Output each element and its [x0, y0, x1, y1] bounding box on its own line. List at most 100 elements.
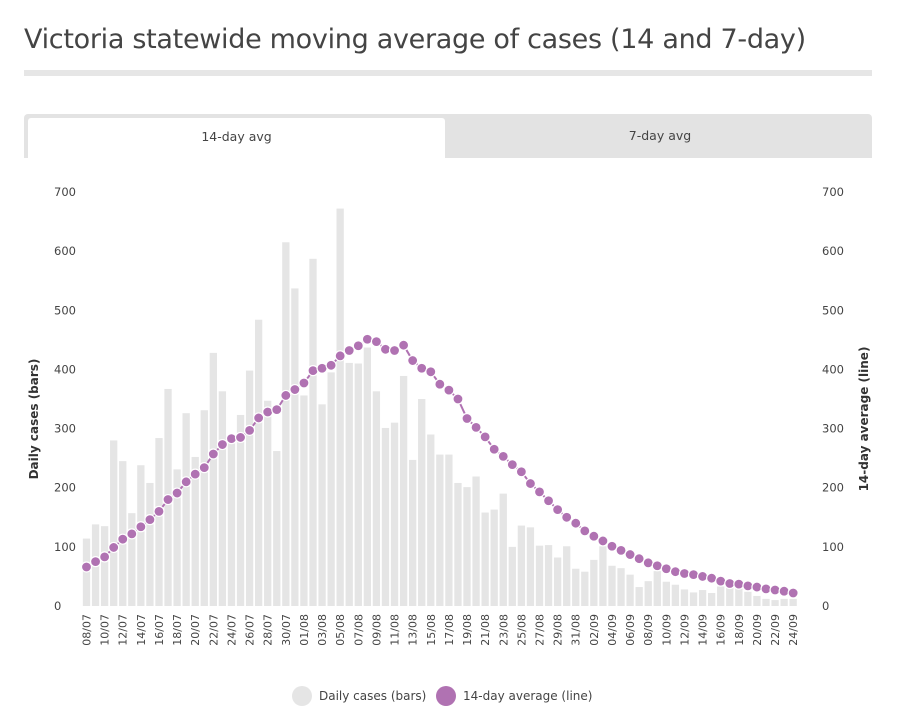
14-day-average-point[interactable] — [552, 504, 564, 516]
daily-cases-bar[interactable] — [354, 363, 362, 606]
14-day-average-point[interactable] — [171, 487, 183, 499]
14-day-average-point[interactable] — [289, 383, 301, 396]
14-day-average-point[interactable] — [153, 505, 165, 517]
daily-cases-bar[interactable] — [744, 591, 752, 606]
daily-cases-bar[interactable] — [200, 410, 208, 606]
daily-cases-bar[interactable] — [454, 482, 462, 606]
daily-cases-bar[interactable] — [227, 443, 236, 606]
14-day-average-point[interactable] — [198, 462, 210, 474]
14-day-average-point[interactable] — [579, 525, 591, 537]
14-day-average-point[interactable] — [787, 587, 799, 599]
daily-cases-bar[interactable] — [499, 493, 507, 606]
daily-cases-bar[interactable] — [535, 545, 544, 606]
14-day-average-point[interactable] — [606, 540, 618, 552]
14-day-average-point[interactable] — [769, 584, 781, 596]
daily-cases-bar[interactable] — [191, 456, 199, 606]
daily-cases-bar[interactable] — [128, 513, 136, 606]
daily-cases-bar[interactable] — [626, 574, 634, 606]
daily-cases-bar[interactable] — [372, 391, 381, 606]
14-day-average-point[interactable] — [398, 339, 410, 351]
14-day-average-point[interactable] — [379, 343, 392, 355]
14-day-average-point[interactable] — [352, 340, 364, 352]
14-day-average-point[interactable] — [733, 578, 745, 590]
daily-cases-bar[interactable] — [717, 586, 725, 606]
14-day-average-point[interactable] — [253, 412, 265, 424]
legend-item-14-day-average[interactable]: 14-day average (line) — [436, 684, 592, 708]
daily-cases-bar[interactable] — [608, 565, 616, 606]
daily-cases-bar[interactable] — [427, 434, 435, 606]
daily-cases-bar[interactable] — [110, 440, 118, 606]
14-day-average-point[interactable] — [135, 521, 147, 533]
daily-cases-bar[interactable] — [735, 588, 743, 606]
daily-cases-bar[interactable] — [517, 525, 526, 606]
14-day-average-point[interactable] — [452, 393, 464, 405]
daily-cases-bar[interactable] — [363, 347, 372, 606]
14-day-average-point[interactable] — [696, 570, 709, 583]
14-day-average-point[interactable] — [678, 567, 691, 580]
daily-cases-bar[interactable] — [689, 592, 698, 606]
14-day-average-point[interactable] — [144, 514, 156, 526]
14-day-average-point[interactable] — [497, 450, 509, 462]
daily-cases-bar[interactable] — [273, 451, 281, 606]
daily-cases-bar[interactable] — [399, 375, 408, 606]
14-day-average-point[interactable] — [443, 384, 455, 396]
14-day-average-point[interactable] — [488, 443, 500, 455]
daily-cases-bar[interactable] — [771, 600, 779, 606]
legend-item-daily-cases[interactable]: Daily cases (bars) — [292, 684, 426, 708]
14-day-average-point[interactable] — [162, 493, 174, 506]
daily-cases-bar[interactable] — [662, 581, 670, 606]
14-day-average-point[interactable] — [388, 344, 401, 357]
daily-cases-bar[interactable] — [698, 590, 707, 606]
daily-cases-bar[interactable] — [753, 595, 761, 606]
daily-cases-bar[interactable] — [209, 352, 217, 606]
daily-cases-bar[interactable] — [490, 509, 498, 606]
daily-cases-bar[interactable] — [300, 395, 308, 606]
14-day-average-point[interactable] — [615, 544, 627, 557]
daily-cases-bar[interactable] — [291, 288, 299, 606]
14-day-average-point[interactable] — [243, 424, 256, 436]
daily-cases-bar[interactable] — [254, 319, 263, 606]
daily-cases-bar[interactable] — [599, 546, 607, 606]
14-day-average-point[interactable] — [325, 359, 337, 371]
daily-cases-bar[interactable] — [155, 438, 163, 606]
14-day-average-point[interactable] — [225, 433, 238, 445]
tab-14-day-avg[interactable]: 14-day avg — [28, 118, 445, 158]
daily-cases-bar[interactable] — [472, 476, 480, 606]
14-day-average-point[interactable] — [687, 569, 700, 581]
daily-cases-bar[interactable] — [635, 587, 643, 606]
daily-cases-bar[interactable] — [617, 568, 625, 606]
daily-cases-bar[interactable] — [119, 461, 127, 606]
14-day-average-point[interactable] — [280, 389, 292, 402]
14-day-average-point[interactable] — [425, 366, 437, 378]
daily-cases-bar[interactable] — [653, 571, 661, 606]
daily-cases-bar[interactable] — [282, 242, 290, 606]
daily-cases-bar[interactable] — [309, 258, 317, 606]
daily-cases-bar[interactable] — [707, 592, 716, 606]
daily-cases-bar[interactable] — [544, 545, 553, 606]
daily-cases-bar[interactable] — [418, 399, 426, 606]
daily-cases-bar[interactable] — [146, 482, 154, 606]
daily-cases-bar[interactable] — [264, 400, 272, 606]
tab-7-day-avg[interactable]: 7-day avg — [628, 128, 692, 143]
daily-cases-bar[interactable] — [526, 527, 535, 606]
daily-cases-bar[interactable] — [137, 465, 145, 606]
14-day-average-point[interactable] — [515, 466, 527, 478]
14-day-average-point[interactable] — [407, 354, 419, 367]
14-day-average-point[interactable] — [533, 486, 546, 498]
14-day-average-point[interactable] — [561, 511, 573, 523]
14-day-average-point[interactable] — [588, 530, 600, 542]
daily-cases-bar[interactable] — [100, 526, 109, 606]
14-day-average-point[interactable] — [434, 378, 446, 390]
14-day-average-point[interactable] — [307, 365, 319, 377]
14-day-average-point[interactable] — [189, 468, 201, 480]
daily-cases-bar[interactable] — [644, 581, 652, 606]
14-day-average-point[interactable] — [117, 533, 129, 545]
daily-cases-bar[interactable] — [236, 414, 245, 606]
14-day-average-point[interactable] — [234, 431, 247, 444]
14-day-average-point[interactable] — [108, 541, 120, 554]
daily-cases-bar[interactable] — [481, 512, 489, 606]
14-day-average-point[interactable] — [298, 377, 310, 389]
14-day-average-point[interactable] — [262, 406, 274, 418]
14-day-average-point[interactable] — [542, 495, 555, 507]
14-day-average-point[interactable] — [778, 585, 790, 597]
